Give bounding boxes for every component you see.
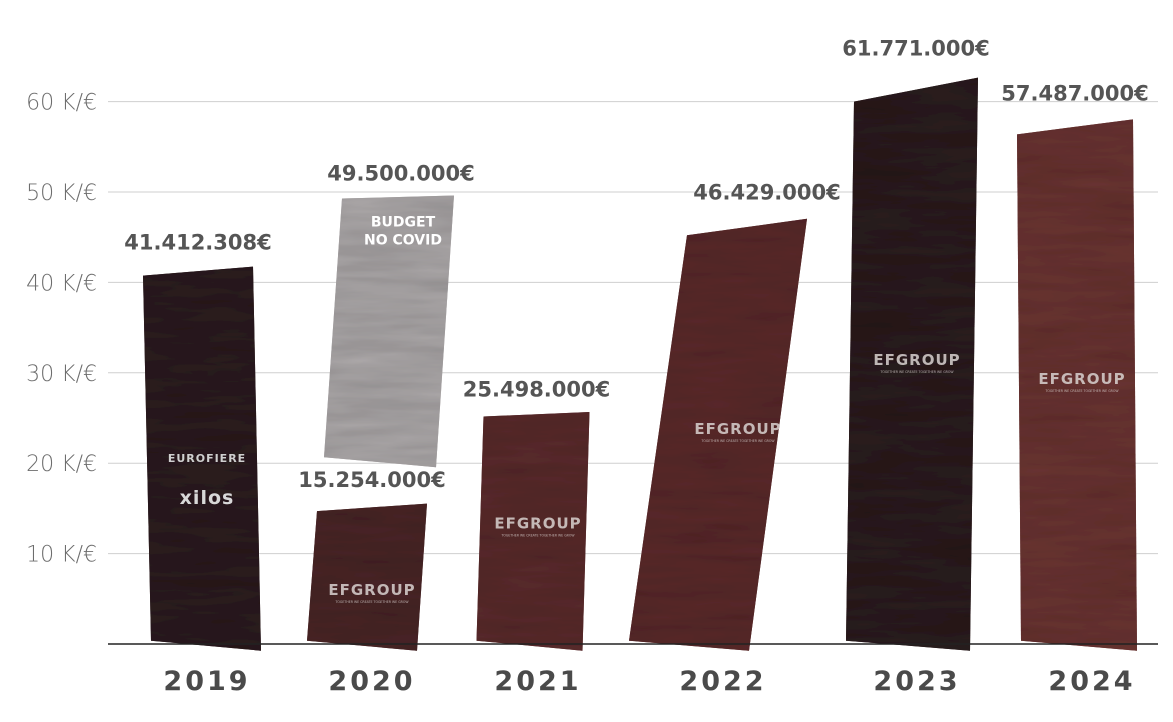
value-label: 15.254.000€ — [298, 468, 445, 492]
x-tick-label: 2021 — [494, 666, 581, 697]
value-label: 57.487.000€ — [1001, 81, 1148, 105]
x-tick-label: 2024 — [1048, 666, 1135, 697]
bar-2024-group — [1017, 119, 1137, 651]
x-tick-label: 2022 — [679, 666, 766, 697]
x-tick-label: 2020 — [328, 666, 415, 697]
bar-2021-texture — [476, 411, 590, 651]
bar-logo-line2: xilos — [180, 487, 235, 509]
bar-2023-group — [846, 77, 978, 651]
bar-2020-group — [307, 503, 427, 651]
bar-2020-texture — [307, 503, 427, 651]
bar-2021-group — [476, 411, 590, 651]
y-tick-label: 30 K/€ — [26, 362, 97, 387]
bar-2019-texture — [143, 266, 261, 651]
bar-logo-line2: TOGETHER WE CREATE TOGETHER WE GROW — [879, 370, 954, 374]
bar-logo-line2: TOGETHER WE CREATE TOGETHER WE GROW — [700, 439, 775, 443]
bar-2024-texture — [1017, 119, 1137, 651]
bar-2023-texture — [846, 77, 978, 651]
x-tick-label: 2019 — [163, 666, 250, 697]
value-label: 46.429.000€ — [693, 180, 840, 204]
budget-bar-group — [324, 195, 454, 468]
y-tick-label: 20 K/€ — [26, 452, 97, 477]
value-label: 41.412.308€ — [124, 231, 271, 255]
bar-logo-line1: EFGROUP — [1038, 370, 1125, 388]
y-tick-label: 10 K/€ — [26, 543, 97, 568]
bar-2019-group — [143, 266, 261, 651]
bar-logo-line2: TOGETHER WE CREATE TOGETHER WE GROW — [500, 534, 575, 538]
budget-text-line2: NO COVID — [364, 233, 442, 249]
grid-layer: 10 K/€ 20 K/€ 30 K/€ 40 K/€ 50 K/€ 60 K/€ — [26, 91, 1158, 568]
y-tick-label: 50 K/€ — [26, 181, 97, 206]
bar-logo-line1: EFGROUP — [328, 581, 415, 599]
value-label: 61.771.000€ — [842, 37, 989, 61]
bar-logo-line1: EFGROUP — [494, 515, 581, 533]
labels-layer: BUDGET NO COVID 49.500.000€ 41.412.308€ 2019… — [124, 37, 1148, 697]
x-tick-label: 2023 — [873, 666, 960, 697]
y-tick-label: 60 K/€ — [26, 91, 97, 116]
bar-logo-line1: EFGROUP — [694, 420, 781, 438]
y-tick-label: 40 K/€ — [26, 271, 97, 296]
bar-logo-line2: TOGETHER WE CREATE TOGETHER WE GROW — [334, 600, 409, 604]
bar-logo-line1: EUROFIERE — [168, 452, 246, 465]
budget-text-line1: BUDGET — [371, 215, 436, 231]
budget-bar-texture — [324, 195, 454, 468]
bar-2022-group — [629, 218, 807, 651]
budget-value-label: 49.500.000€ — [327, 162, 474, 186]
value-label: 25.498.000€ — [463, 377, 610, 401]
bar-2022-texture — [629, 218, 807, 651]
bar-logo-line2: TOGETHER WE CREATE TOGETHER WE GROW — [1044, 389, 1119, 393]
bar-logo-line1: EFGROUP — [873, 351, 960, 369]
bars-layer — [143, 77, 1137, 651]
